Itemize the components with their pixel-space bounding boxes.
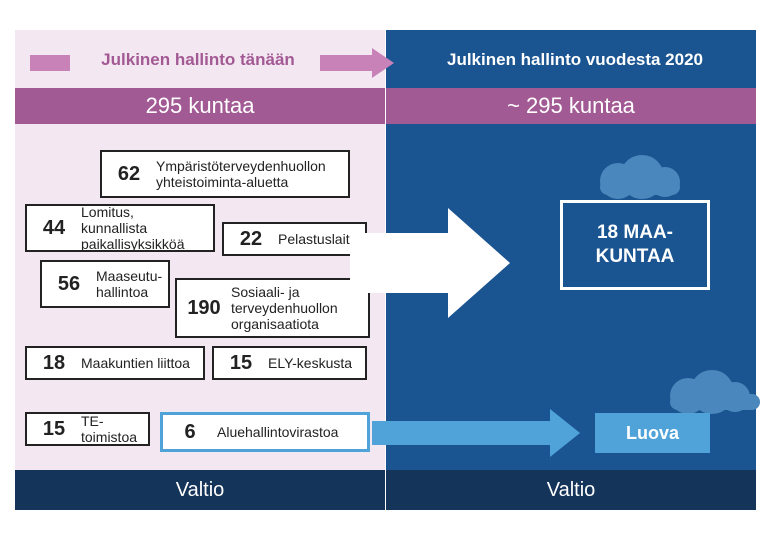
title-left-bar-leading [30,55,70,71]
box-number: 56 [52,273,86,296]
title-left-bar-trailing [320,55,380,71]
box-maaseutuhallinto: 56 Maaseutu- hallintoa [40,260,170,308]
box-aluehallintovirasto: 6 Aluehallintovirastoa [160,412,370,452]
cloud-icon [670,370,760,415]
box-number: 6 [173,421,207,444]
box-number: 22 [234,228,268,251]
box-number: 15 [37,418,71,441]
maakuntaa-box: 18 MAA- KUNTAA [560,200,710,290]
maakuntaa-label: 18 MAA- KUNTAA [596,221,675,269]
luova-box: Luova [595,413,710,453]
box-label: Sosiaali- ja terveydenhuollon organisaat… [231,284,358,332]
box-lomitus: 44 Lomitus, kunnallista paikallisyksikkö… [25,204,215,252]
box-number: 18 [37,352,71,375]
cloud-icon [600,155,680,195]
box-label: Aluehallintovirastoa [217,424,338,440]
box-label: Ympäristöterveydenhuollon yhteistoiminta… [156,158,338,190]
luova-label: Luova [626,423,679,444]
box-number: 190 [187,297,221,320]
footer-right: Valtio [386,470,756,510]
box-number: 44 [37,217,71,240]
box-ely: 15 ELY-keskusta [212,346,367,380]
box-maakuntien-liitto: 18 Maakuntien liittoa [25,346,205,380]
header-left: 295 kuntaa [15,88,385,124]
box-ymparistoterveydenhuolto: 62 Ympäristöterveydenhuollon yhteistoimi… [100,150,350,198]
box-te-toimisto: 15 TE-toimistoa [25,412,150,446]
box-label: Maakuntien liittoa [81,355,190,371]
box-sote: 190 Sosiaali- ja terveydenhuollon organi… [175,278,370,338]
box-label: ELY-keskusta [268,355,352,371]
transition-arrow-icon [372,48,394,78]
box-pelastuslaitos: 22 Pelastuslaitosta [222,222,367,256]
footer-left: Valtio [15,470,385,510]
box-label: TE-toimistoa [81,413,138,445]
box-label: Lomitus, kunnallista paikallisyksikköä [81,204,203,252]
header-right: ~ 295 kuntaa [386,88,756,124]
title-left: Julkinen hallinto tänään [78,50,318,70]
box-number: 62 [112,163,146,186]
title-right: Julkinen hallinto vuodesta 2020 [400,50,750,70]
box-label: Maaseutu- hallintoa [96,268,162,300]
box-number: 15 [224,352,258,375]
blue-arrow-icon [372,415,592,451]
big-arrow-icon [350,208,510,318]
infographic-canvas: Julkinen hallinto tänään Julkinen hallin… [0,0,771,543]
